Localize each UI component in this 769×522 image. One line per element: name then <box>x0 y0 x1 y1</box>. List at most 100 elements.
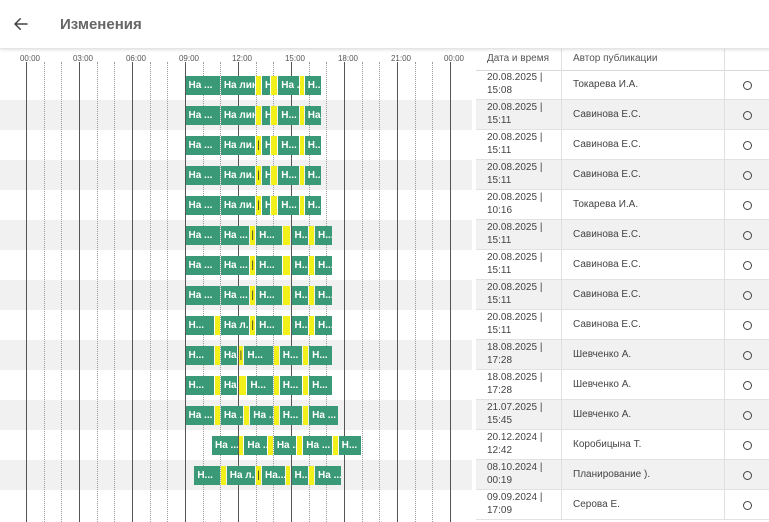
shift-segment[interactable]: Н... <box>279 376 303 395</box>
table-row[interactable]: 20.08.2025 | 15:11 Савинова Е.С. <box>476 160 769 190</box>
shift-segment[interactable]: Н... <box>278 136 300 155</box>
shift-segment[interactable]: Н <box>262 106 270 125</box>
break-segment[interactable] <box>303 406 309 425</box>
shift-segment[interactable]: На ... <box>244 436 267 455</box>
table-row[interactable]: 20.08.2025 | 15:11 Савинова Е.С. <box>476 280 769 310</box>
shift-segment[interactable]: Н... <box>185 346 214 365</box>
break-segment[interactable] <box>282 316 291 335</box>
shift-segment[interactable]: На ... <box>304 106 322 125</box>
shift-segment[interactable]: Н... <box>185 376 214 395</box>
shift-segment[interactable]: Н... <box>194 466 220 485</box>
table-row[interactable]: 21.07.2025 | 15:45 Шевченко А. <box>476 400 769 430</box>
shift-segment[interactable]: На ... <box>185 136 220 155</box>
shift-segment[interactable]: Н... <box>304 136 322 155</box>
shift-segment[interactable]: На ... <box>273 436 297 455</box>
shift-segment[interactable]: На ли... <box>220 136 256 155</box>
shift-segment[interactable]: Н... <box>278 196 300 215</box>
row-radio-button[interactable] <box>742 410 752 420</box>
table-row[interactable]: 18.08.2025 | 17:28 Шевченко А. <box>476 340 769 370</box>
break-segment[interactable] <box>309 286 315 305</box>
shift-segment[interactable]: Н... <box>304 196 322 215</box>
row-radio-button[interactable] <box>742 350 752 360</box>
break-segment[interactable]: | <box>250 316 256 335</box>
row-radio-button[interactable] <box>742 200 752 210</box>
break-segment[interactable] <box>300 166 304 185</box>
break-segment[interactable] <box>309 466 315 485</box>
break-segment[interactable] <box>256 76 262 95</box>
shift-segment[interactable]: На ... <box>220 286 250 305</box>
table-row[interactable]: 20.08.2025 | 15:11 Савинова Е.С. <box>476 130 769 160</box>
shift-segment[interactable]: На ... <box>185 226 220 245</box>
shift-segment[interactable]: На ... <box>185 76 220 95</box>
shift-segment[interactable]: На ли... <box>220 166 256 185</box>
shift-segment[interactable]: Н... <box>291 466 309 485</box>
row-radio-button[interactable] <box>742 440 752 450</box>
break-segment[interactable]: | <box>256 166 262 185</box>
break-segment[interactable] <box>282 226 291 245</box>
break-segment[interactable] <box>270 166 278 185</box>
shift-segment[interactable]: Н... <box>278 166 300 185</box>
table-row[interactable]: 20.08.2025 | 15:11 Савинова Е.С. <box>476 100 769 130</box>
shift-segment[interactable]: На ... <box>185 406 214 425</box>
shift-segment[interactable]: Н... <box>278 106 300 125</box>
table-row[interactable]: 18.08.2025 | 17:28 Шевченко А. <box>476 370 769 400</box>
shift-segment[interactable]: Н... <box>256 256 282 275</box>
shift-segment[interactable]: Н... <box>185 316 214 335</box>
shift-segment[interactable]: Н... <box>315 316 332 335</box>
break-segment[interactable] <box>285 466 291 485</box>
shift-segment[interactable]: Н... <box>309 346 332 365</box>
shift-segment[interactable]: Н... <box>279 406 303 425</box>
shift-segment[interactable]: На л... <box>220 316 250 335</box>
break-segment[interactable] <box>332 436 338 455</box>
shift-segment[interactable]: На ... <box>220 346 238 365</box>
shift-segment[interactable]: Н... <box>279 346 303 365</box>
break-segment[interactable] <box>300 106 304 125</box>
shift-segment[interactable]: На ... <box>315 466 341 485</box>
shift-segment[interactable]: Н... <box>291 226 309 245</box>
shift-segment[interactable]: На ... <box>309 406 338 425</box>
shift-segment[interactable]: Н... <box>262 136 270 155</box>
break-segment[interactable] <box>300 196 304 215</box>
shift-segment[interactable]: Н... <box>291 256 309 275</box>
shift-segment[interactable]: На ... <box>220 406 244 425</box>
break-segment[interactable] <box>270 196 278 215</box>
table-row[interactable]: 08.10.2024 | 00:19 Планирование ). <box>476 460 769 490</box>
shift-segment[interactable]: На лин... <box>220 76 256 95</box>
break-segment[interactable]: | <box>256 466 262 485</box>
shift-segment[interactable]: Н... <box>315 256 332 275</box>
row-radio-button[interactable] <box>742 320 752 330</box>
shift-segment[interactable]: Н... <box>262 166 270 185</box>
shift-segment[interactable]: На ... <box>250 406 273 425</box>
break-segment[interactable] <box>270 106 278 125</box>
break-segment[interactable] <box>238 436 244 455</box>
break-segment[interactable] <box>256 106 262 125</box>
break-segment[interactable] <box>303 346 309 365</box>
shift-segment[interactable]: Н... <box>315 226 332 245</box>
break-segment[interactable] <box>309 316 315 335</box>
break-segment[interactable] <box>270 76 278 95</box>
shift-segment[interactable]: Н... <box>315 286 332 305</box>
shift-segment[interactable]: На ... <box>220 226 250 245</box>
shift-segment[interactable]: Н... <box>338 436 362 455</box>
column-author[interactable]: Автор публикации <box>562 48 725 70</box>
table-row[interactable]: 09.09.2024 | 17:09 Серова Е. <box>476 490 769 520</box>
shift-segment[interactable]: На ... <box>185 196 220 215</box>
shift-segment[interactable]: На... <box>262 466 285 485</box>
shift-segment[interactable]: На лин... <box>220 106 256 125</box>
break-segment[interactable] <box>300 76 304 95</box>
shift-segment[interactable]: На ... <box>185 256 220 275</box>
shift-segment[interactable]: Н... <box>256 286 282 305</box>
shift-segment[interactable]: Н... <box>256 316 282 335</box>
break-segment[interactable] <box>214 316 220 335</box>
back-button[interactable] <box>6 10 36 38</box>
row-radio-button[interactable] <box>742 290 752 300</box>
break-segment[interactable] <box>214 406 220 425</box>
break-segment[interactable] <box>270 136 278 155</box>
break-segment[interactable] <box>238 376 247 395</box>
shift-segment[interactable]: Н... <box>291 286 309 305</box>
shift-segment[interactable]: На ли... <box>220 196 256 215</box>
break-segment[interactable] <box>220 466 226 485</box>
column-date-time[interactable]: Дата и время <box>476 48 562 70</box>
table-row[interactable]: 20.08.2025 | 15:11 Савинова Е.С. <box>476 250 769 280</box>
shift-segment[interactable]: На л... <box>226 466 256 485</box>
